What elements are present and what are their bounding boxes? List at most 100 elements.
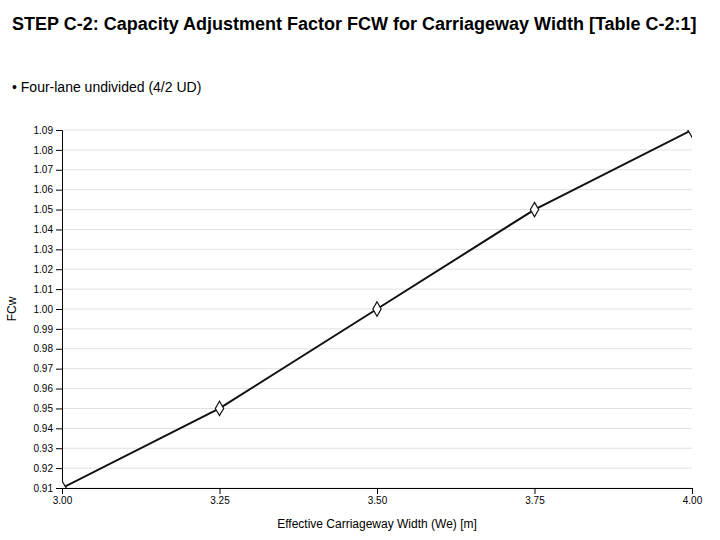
y-tick: 1.04 [34,224,62,235]
y-tick-label: 1.05 [34,204,54,215]
marker [688,130,692,137]
y-tick-label: 0.98 [34,343,54,354]
x-axis: 3.00 3.25 3.50 3.75 4.00 [53,488,703,506]
grid [62,130,692,488]
grid-line [62,289,692,290]
grid-line [62,388,692,389]
grid-line [62,468,692,469]
y-tick: 1.07 [34,164,62,175]
y-tick-label: 0.91 [34,483,54,494]
y-tick: 1.03 [34,244,62,255]
grid-line [62,269,692,270]
y-tick-mark [56,249,62,250]
y-tick: 0.99 [34,324,62,335]
y-tick-label: 1.04 [34,224,54,235]
y-axis-line [56,131,63,489]
x-tick-label: 3.00 [53,495,73,506]
y-tick: 0.91 [34,483,62,494]
y-tick-mark [56,448,62,449]
y-tick-mark [56,329,62,330]
x-tick-mark [377,488,378,494]
y-tick: 1.05 [34,204,62,215]
marker [62,481,66,488]
y-tick: 1.02 [34,264,62,275]
plot: 3.00 3.25 3.50 3.75 4.00 0.91 0.92 0.93 0.94 0.95… [34,123,703,506]
line [62,130,692,488]
grid-line [62,229,692,230]
y-tick-mark [56,170,62,171]
marker [215,401,223,415]
y-tick-mark [56,229,62,230]
x-tick: 3.25 [210,488,230,506]
title: STEP C-2: Capacity Adjustment Factor FCW… [12,14,697,34]
x-tick-mark [220,488,221,494]
y-axis: 0.91 0.92 0.93 0.94 0.95 0.96 0.97 0.98 0.99 1.00… [34,125,63,494]
grid-line [62,249,692,250]
x-axis-title: Effective Carriageway Width (We) [m] [277,517,477,531]
y-tick-label: 0.96 [34,383,54,394]
y-tick-label: 1.08 [34,145,54,156]
grid-line [62,189,692,190]
y-tick-mark [56,190,62,191]
y-tick-mark [56,130,62,131]
y-tick-label: 1.00 [34,304,54,315]
marks [62,130,692,488]
y-tick-mark [56,150,62,151]
y-tick-mark [56,389,62,390]
y-tick: 1.09 [34,125,62,136]
x-tick-label: 3.50 [368,495,388,506]
marker [373,302,381,316]
y-axis-title: FCw [5,296,19,321]
y-tick-label: 0.95 [34,403,54,414]
y-tick: 0.96 [34,383,62,394]
y-tick: 0.98 [34,343,62,354]
y-tick-mark [56,369,62,370]
y-tick: 1.08 [34,145,62,156]
y-tick-label: 1.06 [34,184,54,195]
y-tick-mark [56,289,62,290]
x-tick-label: 4.00 [683,495,703,506]
x-tick-mark [692,488,693,494]
grid-line [62,130,692,131]
grid-line [62,408,692,409]
subtitle: • Four-lane undivided (4/2 UD) [12,79,201,95]
y-tick-label: 0.99 [34,324,54,335]
y-tick-label: 1.01 [34,284,54,295]
y-tick-label: 1.09 [34,125,54,136]
y-tick: 0.92 [34,463,62,474]
y-tick-mark [56,349,62,350]
y-tick: 0.94 [34,423,62,434]
y-tick-mark [56,210,62,211]
y-tick: 0.95 [34,403,62,414]
y-tick-label: 0.93 [34,443,54,454]
x-tick-label: 3.25 [210,495,230,506]
x-tick: 3.75 [525,488,545,506]
y-tick: 1.00 [34,304,62,315]
y-tick: 0.93 [34,443,62,454]
y-tick-mark [56,428,62,429]
marker [530,202,538,216]
grid-line [62,368,692,369]
y-tick: 1.01 [34,284,62,295]
y-tick-mark [56,468,62,469]
x-tick: 3.50 [368,488,388,506]
y-tick-mark [56,488,62,489]
grid-line [62,328,692,329]
grid-line [62,348,692,349]
chart: STEP C-2: Capacity Adjustment Factor FCW… [0,0,720,540]
y-tick-label: 0.97 [34,363,54,374]
y-tick-label: 1.02 [34,264,54,275]
x-tick: 3.00 [53,488,73,506]
y-tick-mark [56,269,62,270]
y-tick-label: 1.07 [34,164,54,175]
grid-line [62,428,692,429]
grid-line [62,448,692,449]
y-tick-label: 0.94 [34,423,54,434]
y-tick-label: 0.92 [34,463,54,474]
grid-line [62,149,692,150]
y-tick-mark [56,309,62,310]
grid-line [62,169,692,170]
y-tick-label: 1.03 [34,244,54,255]
grid-line [62,209,692,210]
y-tick: 1.06 [34,184,62,195]
